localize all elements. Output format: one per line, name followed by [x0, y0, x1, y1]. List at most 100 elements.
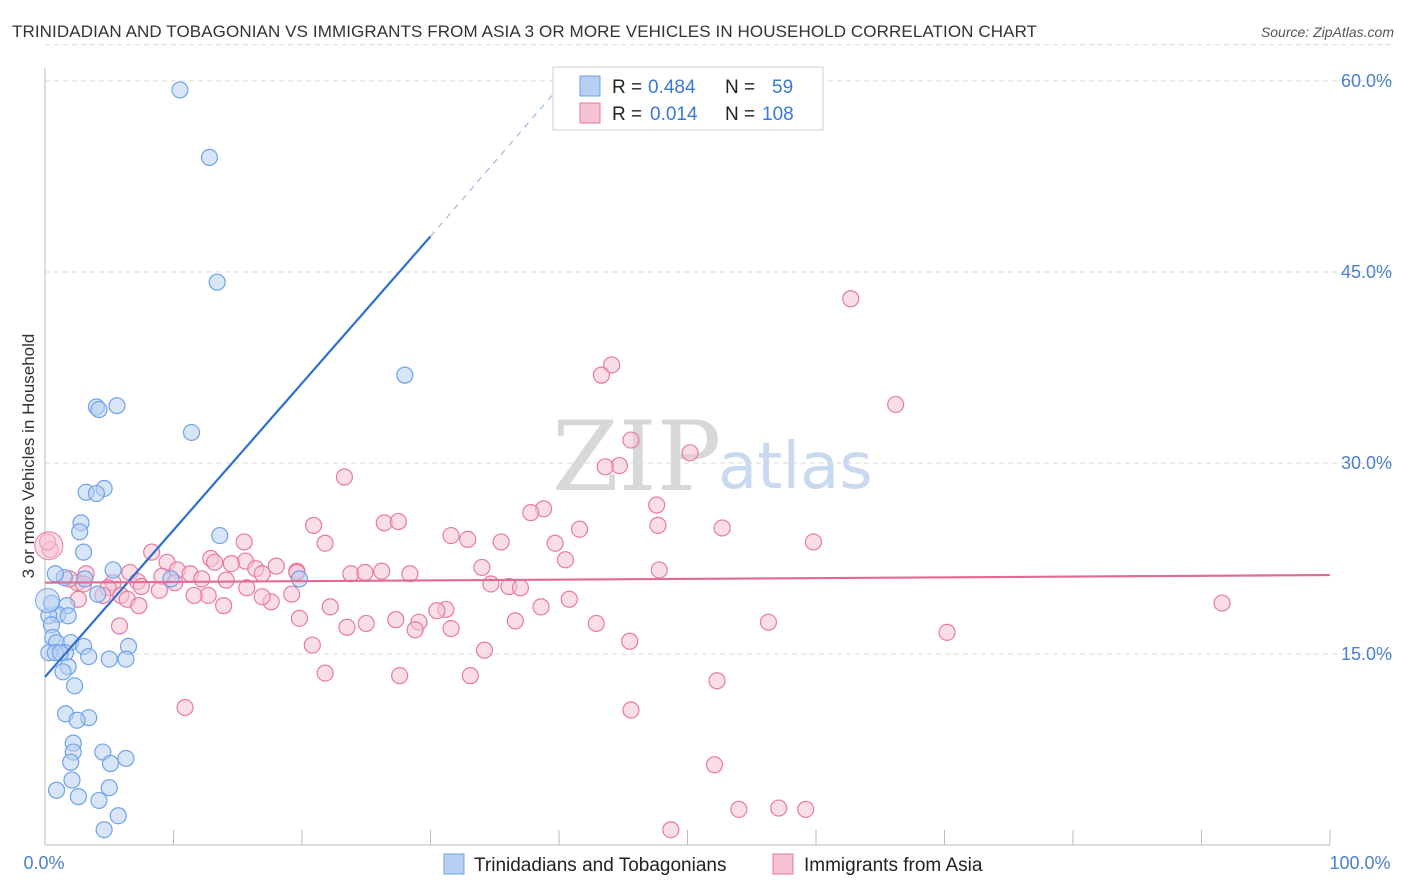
point-trinidadian: [108, 397, 126, 415]
point-immigrant-asia: [532, 598, 550, 616]
point-immigrant-asia: [442, 526, 460, 545]
point-immigrant-asia: [705, 756, 724, 774]
point-immigrant-asia: [253, 588, 271, 606]
point-immigrant-asia: [622, 431, 640, 449]
point-trinidadian: [117, 749, 135, 768]
point-immigrant-asia: [238, 579, 256, 597]
point-immigrant-asia: [222, 554, 240, 573]
point-immigrant-asia: [649, 516, 667, 534]
point-immigrant-asia: [401, 565, 419, 583]
point-immigrant-asia: [662, 821, 680, 839]
point-immigrant-asia: [316, 664, 334, 682]
point-immigrant-asia: [648, 496, 666, 514]
y-axis-label: 3 or more Vehicles in Household: [19, 334, 38, 579]
point-trinidadian: [74, 543, 93, 561]
legend-r-value-2: 0.014: [650, 104, 698, 125]
point-immigrant-asia: [428, 602, 446, 620]
point-trinidadian: [162, 570, 180, 588]
point-immigrant-asia: [193, 570, 211, 588]
chart-title: TRINIDADIAN AND TOBAGONIAN VS IMMIGRANTS…: [12, 22, 1038, 41]
y-tick-label: 30.0%: [1341, 453, 1392, 473]
point-immigrant-asia: [217, 571, 235, 589]
point-trinidadian: [54, 663, 72, 681]
bottom-legend-swatch-pink: [772, 853, 794, 875]
point-immigrant-asia: [389, 512, 407, 531]
point-immigrant-asia: [375, 514, 393, 532]
point-trinidadian: [47, 781, 66, 799]
point-immigrant-asia: [356, 563, 374, 582]
point-trinidadian: [100, 779, 118, 797]
point-immigrant-asia: [759, 613, 778, 631]
point-trinidadian: [90, 791, 108, 810]
point-immigrant-asia: [482, 575, 500, 593]
point-immigrant-asia: [492, 533, 510, 551]
legend-r-label-2: R =: [612, 104, 642, 125]
point-immigrant-asia: [713, 519, 731, 537]
series-legend: Trinidadians and Tobagonians Immigrants …: [443, 853, 983, 876]
point-trinidadian: [87, 484, 106, 503]
legend-n-label-1: N =: [725, 77, 755, 98]
series-immigrants-asia-points: [34, 290, 1231, 839]
point-immigrant-asia: [303, 636, 321, 654]
x-tick-label-min: 0.0%: [23, 853, 64, 873]
point-immigrant-asia: [596, 458, 614, 476]
point-immigrant-asia: [357, 614, 375, 633]
legend-n-value-1: 59: [772, 77, 793, 98]
legend-n-value-2: 108: [762, 104, 794, 125]
point-immigrant-asia: [473, 558, 491, 577]
point-immigrant-asia: [143, 543, 161, 561]
point-immigrant-asia: [610, 456, 628, 475]
point-trinidadian: [89, 585, 107, 603]
trend-line-pink: [44, 573, 1331, 584]
x-tick-label-max: 100.0%: [1329, 853, 1390, 873]
point-immigrant-asia: [560, 590, 578, 608]
point-immigrant-asia: [391, 667, 409, 685]
point-trinidadian: [182, 423, 201, 442]
watermark-atlas: atlas: [718, 430, 873, 504]
point-immigrant-asia: [110, 617, 129, 635]
point-trinidadian: [104, 561, 122, 579]
point-trinidadian: [396, 366, 414, 384]
point-immigrant-asia: [406, 621, 424, 639]
legend-swatch-blue: [579, 75, 601, 97]
y-tick-labels: 15.0% 30.0% 45.0% 60.0%: [1341, 71, 1392, 664]
point-trinidadian: [200, 148, 219, 166]
point-immigrant-asia: [235, 533, 253, 551]
point-immigrant-asia: [622, 701, 640, 719]
point-trinidadian: [65, 677, 84, 695]
point-immigrant-asia: [283, 585, 301, 603]
point-immigrant-asia: [373, 562, 391, 580]
point-immigrant-asia: [338, 618, 356, 636]
legend-r-value-1: 0.484: [648, 77, 696, 98]
point-immigrant-asia: [570, 520, 589, 538]
point-immigrant-asia: [321, 598, 339, 616]
point-trinidadian: [71, 523, 89, 541]
point-immigrant-asia: [130, 597, 148, 615]
legend-r-label-1: R =: [612, 77, 642, 98]
point-trinidadian: [59, 607, 77, 625]
y-tick-label: 60.0%: [1341, 71, 1392, 91]
point-immigrant-asia: [592, 366, 611, 384]
point-immigrant-asia-large: [34, 531, 64, 561]
point-immigrant-asia: [316, 534, 334, 552]
bottom-legend-label-pink: Immigrants from Asia: [804, 855, 983, 876]
point-immigrant-asia: [556, 551, 575, 569]
point-immigrant-asia: [1213, 594, 1231, 612]
point-immigrant-asia: [267, 557, 285, 575]
point-immigrant-asia: [335, 468, 354, 486]
point-trinidadian: [290, 570, 309, 588]
point-immigrant-asia: [185, 586, 203, 605]
source-credit: Source: ZipAtlas.com: [1260, 24, 1394, 40]
trend-lines: [44, 86, 1331, 678]
point-immigrant-asia: [215, 597, 233, 615]
point-immigrant-asia: [475, 641, 494, 659]
point-immigrant-asia: [442, 619, 460, 638]
point-immigrant-asia: [708, 672, 726, 690]
point-trinidadian: [62, 753, 80, 771]
point-immigrant-asia: [511, 579, 530, 597]
point-trinidadian: [46, 565, 64, 583]
point-immigrant-asia: [290, 609, 309, 627]
bottom-legend-label-blue: Trinidadians and Tobagonians: [474, 855, 726, 876]
point-immigrant-asia: [206, 553, 224, 571]
point-immigrant-asia: [938, 623, 956, 641]
